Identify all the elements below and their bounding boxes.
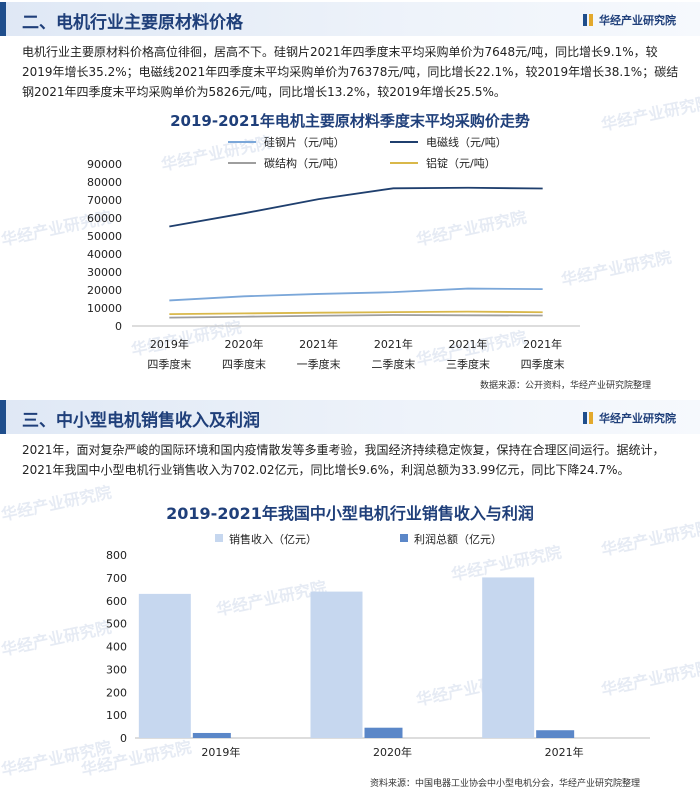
x-tick-label: 2021年 (299, 337, 338, 351)
series-line-4 (169, 310, 543, 316)
brand-label: 华经产业研究院 (583, 12, 676, 28)
bar-chart-bars (138, 577, 575, 738)
y-tick-label: 80000 (87, 176, 122, 189)
line-chart-legend: 硅钢片（元/吨） 电磁线（元/吨） 碳结构（元/吨） 铝锭（元/吨） (228, 135, 507, 170)
brand-name: 华经产业研究院 (599, 412, 676, 425)
x-tick-label: 四季度末 (521, 357, 565, 371)
bar-series-1 (482, 577, 535, 738)
section-accent-bar (0, 2, 6, 36)
y-tick-label: 50000 (87, 230, 122, 243)
series-line-3 (169, 314, 543, 319)
bar-series-2 (192, 732, 231, 738)
series-line-2 (169, 186, 543, 228)
bar-series-1 (310, 591, 363, 738)
x-tick-label: 2020年 (373, 745, 412, 759)
y-tick-label: 60000 (87, 212, 122, 225)
y-tick-label: 90000 (87, 158, 122, 171)
bar-series-2 (536, 730, 575, 738)
x-tick-label: 2019年 (150, 337, 189, 351)
legend-label: 硅钢片（元/吨） (264, 136, 345, 149)
bar-chart-legend: 销售收入（亿元） 利润总额（亿元） (215, 532, 502, 546)
y-tick-label: 700 (106, 572, 127, 585)
x-tick-label: 四季度末 (222, 357, 266, 371)
chart-source-note: 数据来源：公开资料，华经产业研究院整理 (480, 381, 652, 391)
x-tick-label: 2021年 (523, 337, 562, 351)
y-tick-label: 600 (106, 595, 127, 608)
x-tick-label: 2021年 (545, 745, 584, 759)
brand-logo-icon (583, 412, 593, 424)
line-chart-title: 2019-2021年电机主要原材料季度末平均采购价走势 (170, 112, 530, 130)
legend-label: 铝锭（元/吨） (426, 156, 496, 170)
bar-series-2 (364, 727, 403, 738)
chart-source-note: 资料来源：中国电器工业协会中小型电机分会，华经产业研究院整理 (370, 779, 641, 789)
x-tick-label: 2019年 (201, 745, 240, 759)
brand-logo-icon (583, 14, 593, 26)
brand-name: 华经产业研究院 (599, 14, 676, 27)
line-chart-series (169, 186, 543, 319)
y-tick-label: 0 (115, 320, 122, 333)
legend-swatch (400, 534, 408, 542)
series-line-1 (169, 287, 543, 302)
line-chart-y-axis: 0 10000 20000 30000 40000 50000 60000 70000 8000… (87, 158, 580, 333)
x-tick-label: 四季度末 (147, 357, 191, 371)
section-header-sales-profit: 三、中小型电机销售收入及利润 华经产业研究院 (0, 400, 700, 434)
x-tick-label: 2020年 (225, 337, 264, 351)
y-tick-label: 20000 (87, 284, 122, 297)
bar-chart: 销售收入（亿元） 利润总额（亿元） 0 100 200 300 400 500 600 700 8… (106, 532, 650, 759)
section-title: 二、电机行业主要原材料价格 (22, 13, 243, 33)
brand-label: 华经产业研究院 (583, 410, 676, 426)
legend-label: 利润总额（亿元） (414, 532, 502, 546)
bar-series-1 (138, 593, 191, 738)
x-tick-label: 2021年 (374, 337, 413, 351)
y-tick-label: 500 (106, 618, 127, 631)
x-tick-label: 一季度末 (297, 357, 341, 371)
section-header-raw-materials: 二、电机行业主要原材料价格 华经产业研究院 (0, 2, 700, 36)
x-tick-label: 三季度末 (446, 357, 490, 371)
section-title: 三、中小型电机销售收入及利润 (22, 411, 260, 431)
legend-label: 碳结构（元/吨） (264, 156, 345, 170)
bar-chart-y-axis: 0 100 200 300 400 500 600 700 800 (106, 549, 650, 745)
legend-label: 销售收入（亿元） (229, 532, 317, 546)
bar-chart-title: 2019-2021年我国中小型电机行业销售收入与利润 (166, 504, 534, 523)
section-paragraph: 电机行业主要原材料价格高位徘徊，居高不下。硅钢片2021年四季度末平均采购单价为… (22, 45, 679, 99)
bar-chart-x-axis: 2019年 2020年 2021年 (201, 745, 583, 759)
x-tick-label: 2021年 (449, 337, 488, 351)
y-tick-label: 400 (106, 641, 127, 654)
y-tick-label: 200 (106, 686, 127, 699)
y-tick-label: 800 (106, 549, 127, 562)
legend-swatch (215, 534, 223, 542)
y-tick-label: 0 (120, 732, 127, 745)
section-paragraph: 2021年，面对复杂严峻的国际环境和国内疫情散发等多重考验，我国经济持续稳定恢复… (22, 443, 665, 477)
y-tick-label: 30000 (87, 266, 122, 279)
y-tick-label: 100 (106, 709, 127, 722)
y-tick-label: 40000 (87, 248, 122, 261)
y-tick-label: 70000 (87, 194, 122, 207)
section-accent-bar (0, 400, 6, 434)
line-chart: 硅钢片（元/吨） 电磁线（元/吨） 碳结构（元/吨） 铝锭（元/吨） 0 10000 20… (87, 135, 580, 371)
y-tick-label: 10000 (87, 302, 122, 315)
x-tick-label: 二季度末 (371, 357, 415, 371)
legend-label: 电磁线（元/吨） (426, 135, 507, 149)
y-tick-label: 300 (106, 663, 127, 676)
